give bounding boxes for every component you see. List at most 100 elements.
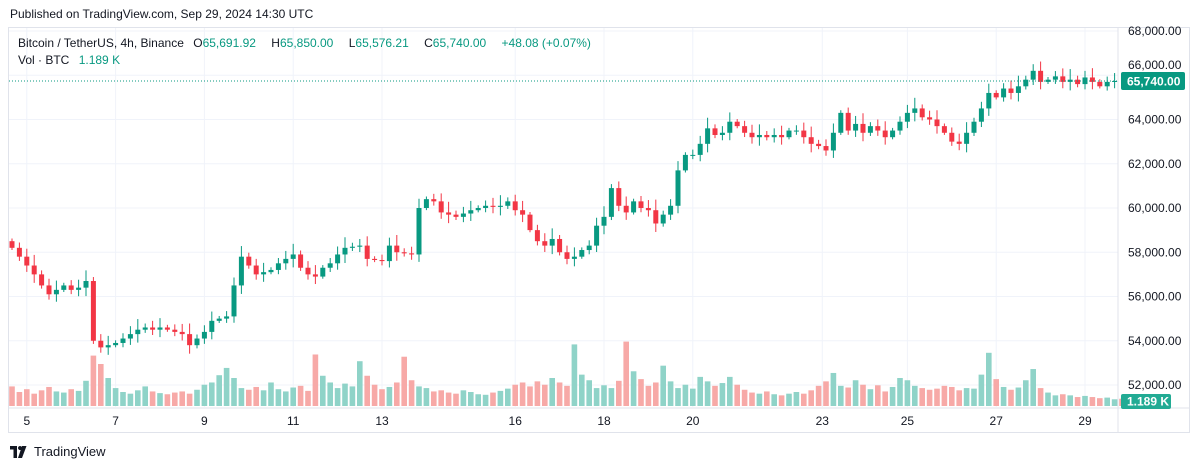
volume-bar	[231, 378, 237, 406]
volume-bar	[453, 393, 459, 406]
volume-bar	[46, 386, 52, 406]
volume-bar	[741, 389, 748, 406]
volume-bar	[194, 389, 200, 406]
candle-body	[542, 241, 548, 246]
volume-label[interactable]: Vol · BTC	[18, 53, 70, 67]
candle-body	[179, 331, 185, 335]
volume-bar	[630, 371, 637, 406]
volume-bar	[135, 390, 141, 406]
candle-body	[631, 201, 637, 213]
date-tick-label: 11	[287, 414, 300, 428]
volume-bar	[727, 376, 733, 406]
candle-body	[705, 128, 711, 144]
candle-body	[76, 287, 82, 290]
volume-bar	[438, 390, 444, 406]
volume-bar	[179, 391, 185, 406]
volume-bar	[475, 394, 481, 406]
candle-body	[283, 258, 289, 264]
price-tick-label: 68,000.00	[1128, 24, 1182, 38]
volume-bar	[801, 393, 807, 406]
candle-body	[201, 331, 207, 339]
volume-bar	[460, 390, 467, 406]
candle-body	[734, 121, 740, 127]
volume-bar	[697, 376, 703, 406]
symbol-title[interactable]: Bitcoin / TetherUS, 4h, Binance	[18, 36, 184, 50]
candle-body	[460, 213, 466, 217]
last-volume-label: 1.189 K	[1127, 395, 1169, 409]
candle-body	[823, 146, 829, 151]
volume-bar	[68, 389, 74, 406]
candle-body	[1060, 76, 1066, 82]
candle-body	[919, 108, 925, 118]
price-tick-label: 66,000.00	[1128, 58, 1182, 72]
candle-body	[564, 252, 570, 259]
candle-body	[793, 130, 799, 132]
high-value: 65,850.00	[279, 36, 334, 50]
open-label: O	[193, 36, 203, 50]
volume-bar	[808, 390, 814, 406]
candle-body	[712, 128, 718, 135]
candle-body	[342, 247, 348, 255]
volume-bar	[246, 389, 252, 406]
candle-body	[379, 259, 385, 262]
volume-bar	[320, 375, 326, 406]
candle-body	[638, 201, 644, 208]
volume-bar	[882, 391, 888, 406]
price-tick-label: 56,000.00	[1128, 290, 1182, 304]
candle-body	[557, 238, 563, 253]
candle-body	[9, 241, 15, 248]
volume-bar	[305, 390, 311, 406]
volume-bar	[468, 392, 474, 406]
candle-body	[986, 92, 992, 109]
volume-bar	[616, 380, 622, 406]
volume-bar	[253, 386, 259, 406]
volume-bar	[1067, 395, 1073, 406]
candle-body	[690, 154, 696, 156]
volume-bar	[505, 388, 511, 406]
volume-bar	[830, 372, 837, 406]
volume-bar	[963, 388, 970, 406]
volume-bar	[815, 385, 822, 406]
candle-body	[764, 134, 770, 138]
candle-body	[238, 256, 244, 286]
volume-bar	[1111, 399, 1118, 406]
candle-body	[172, 329, 178, 332]
candle-body	[453, 214, 459, 217]
candle-body	[682, 154, 688, 171]
candle-body	[897, 121, 903, 131]
volume-bar	[75, 390, 82, 406]
volume-bar	[16, 392, 23, 406]
close-value: 65,740.00	[432, 36, 487, 50]
volume-bar	[98, 364, 104, 406]
brand-name[interactable]: TradingView	[34, 444, 106, 459]
candle-body	[1097, 81, 1103, 87]
date-tick-label: 27	[990, 414, 1004, 428]
candle-body	[209, 320, 215, 332]
volume-bar	[749, 392, 755, 406]
volume-bar	[986, 352, 992, 406]
volume-bar	[349, 386, 356, 406]
volume-bar	[38, 390, 45, 406]
candle-body	[53, 289, 59, 295]
price-tick-label: 54,000.00	[1128, 334, 1182, 348]
volume-bar	[1037, 388, 1044, 406]
candle-body	[586, 245, 592, 251]
volume-bar	[660, 365, 666, 406]
candle-body	[120, 338, 126, 343]
ohlc-row: Bitcoin / TetherUS, 4h, Binance O65,691.…	[18, 35, 597, 52]
candle-body	[1112, 81, 1118, 83]
volume-bar	[209, 382, 215, 406]
volume-bar	[497, 390, 504, 406]
chart-pane[interactable]	[8, 27, 1190, 433]
candle-body	[1067, 79, 1073, 82]
date-tick-label: 20	[686, 414, 700, 428]
candle-body	[512, 201, 518, 211]
volume-bar	[1074, 397, 1081, 406]
candle-body	[261, 272, 267, 275]
volume-bar	[712, 385, 718, 406]
volume-bar	[719, 383, 726, 406]
candle-body	[1023, 79, 1029, 87]
price-tick-label: 64,000.00	[1128, 113, 1182, 127]
volume-bar	[164, 394, 171, 406]
